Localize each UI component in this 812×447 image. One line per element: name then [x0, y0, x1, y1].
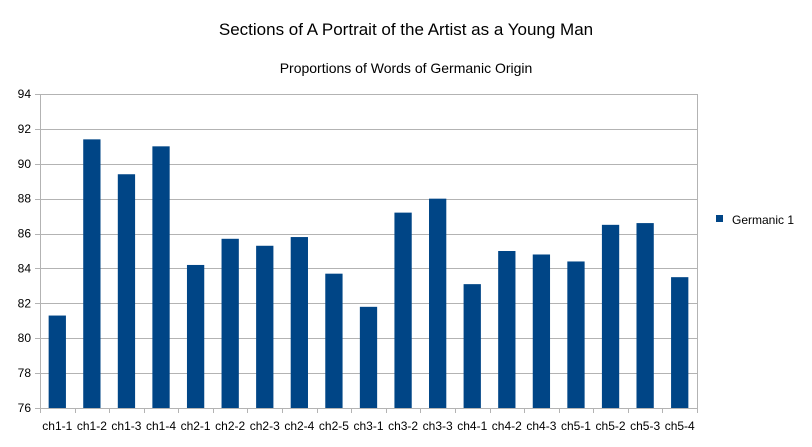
x-tick-label: ch5-3	[630, 419, 660, 433]
bars	[48, 139, 689, 409]
bar	[671, 277, 689, 408]
x-tick-label: ch4-3	[526, 419, 556, 433]
x-tick-label: ch2-1	[181, 419, 211, 433]
legend: Germanic 1	[716, 213, 794, 227]
bar	[601, 224, 620, 408]
y-tick-label: 94	[18, 87, 32, 101]
x-tick-label: ch3-2	[388, 419, 418, 433]
chart-subtitle: Proportions of Words of Germanic Origin	[280, 60, 533, 76]
x-tick-label: ch4-1	[457, 419, 487, 433]
bar	[325, 273, 343, 408]
bar	[221, 238, 239, 408]
bar	[290, 237, 308, 408]
y-tick-label: 78	[18, 366, 32, 380]
x-tick-label: ch2-2	[215, 419, 245, 433]
x-tick-label: ch1-2	[77, 419, 107, 433]
bar	[152, 146, 170, 409]
bar	[498, 251, 516, 408]
legend-swatch	[716, 215, 723, 222]
y-tick-labels: 76 78 80 82 84 86 88 90 92 94	[18, 87, 32, 415]
y-tick-label: 84	[18, 261, 32, 275]
x-tick-labels: ch1-1 ch1-2 ch1-3 ch1-4 ch2-1 ch2-2 ch2-3 ch2-4…	[42, 419, 695, 433]
bar	[48, 315, 66, 408]
bar	[463, 284, 481, 408]
y-tick-label: 86	[18, 227, 32, 241]
y-tick-label: 88	[18, 192, 32, 206]
bar	[394, 212, 412, 408]
x-tick-label: ch5-2	[596, 419, 626, 433]
bar	[186, 264, 205, 408]
bar	[429, 198, 447, 408]
x-tick-label: ch1-4	[146, 419, 176, 433]
x-tick-label: ch4-2	[492, 419, 522, 433]
bar	[256, 245, 274, 408]
y-tick-label: 76	[18, 401, 32, 415]
x-tick-label: ch1-3	[111, 419, 141, 433]
x-tick-label: ch3-3	[423, 419, 453, 433]
bar	[532, 254, 551, 408]
x-tick-label: ch3-1	[353, 419, 383, 433]
bar	[359, 306, 378, 408]
y-tick-label: 80	[18, 331, 32, 345]
y-tick-label: 92	[18, 122, 32, 136]
x-tick-label: ch2-5	[319, 419, 349, 433]
y-tick-label: 82	[18, 296, 32, 310]
bar	[83, 139, 101, 408]
axes	[40, 94, 698, 409]
bar	[567, 261, 585, 408]
x-tick-label: ch1-1	[42, 419, 72, 433]
bar	[636, 223, 654, 408]
x-tick-label: ch5-1	[561, 419, 591, 433]
bar	[117, 174, 136, 408]
chart-title: Sections of A Portrait of the Artist as …	[219, 20, 593, 39]
x-tick-label: ch2-4	[284, 419, 314, 433]
legend-label: Germanic 1	[732, 213, 794, 227]
x-tick-label: ch2-3	[250, 419, 280, 433]
y-tick-label: 90	[18, 157, 32, 171]
x-tick-label: ch5-4	[665, 419, 695, 433]
